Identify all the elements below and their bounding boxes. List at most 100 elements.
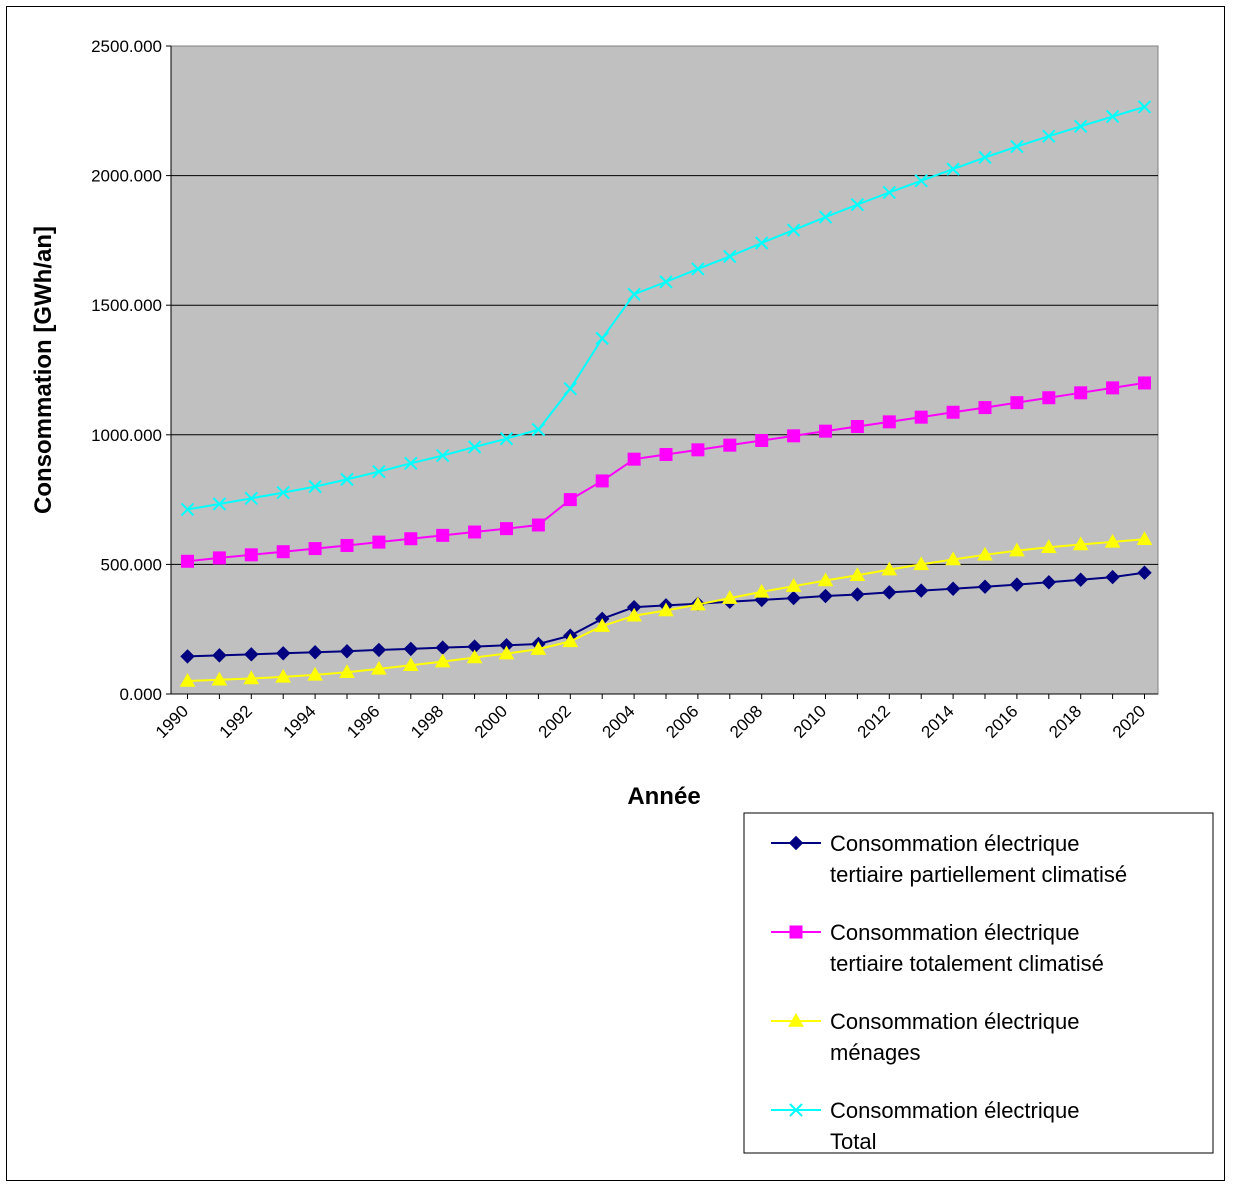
series-4 (180, 100, 1152, 517)
legend-marker (788, 1012, 804, 1027)
legend-entry: Consommation électrique tertiaire totalem… (771, 920, 1104, 976)
data-point (244, 647, 259, 662)
data-point (659, 275, 673, 289)
data-point (307, 666, 323, 681)
data-point (1040, 539, 1057, 554)
x-axis-title: Année (627, 783, 700, 810)
data-point (690, 596, 706, 611)
legend-label: Consommation électrique (830, 920, 1079, 945)
data-point (468, 525, 482, 539)
data-point (1074, 386, 1088, 400)
series-layer (179, 100, 1153, 687)
data-point (913, 583, 929, 598)
data-point (466, 649, 483, 664)
data-point (723, 438, 737, 452)
legend-entry: Consommation électrique tertiaire partiel… (771, 831, 1127, 887)
x-tick-label: 1998 (407, 702, 447, 742)
data-point (1009, 577, 1025, 592)
data-point (1073, 572, 1088, 587)
data-point (530, 641, 547, 655)
data-point (659, 447, 673, 461)
data-point (531, 422, 546, 437)
data-point (243, 670, 260, 685)
data-point (721, 590, 738, 604)
line-chart: 0.000 500.000 1000.000 1500.000 2000.000 2500… (30, 37, 1214, 1154)
data-point (531, 518, 545, 532)
data-point (818, 588, 833, 604)
x-tick-label: 2006 (662, 702, 702, 742)
legend-label: Total (830, 1129, 876, 1154)
data-point (372, 535, 386, 549)
data-point (244, 491, 259, 506)
x-tick-label: 1994 (280, 702, 320, 742)
plot-area (170, 45, 1159, 695)
x-tick-label: 2008 (726, 702, 766, 742)
data-point (212, 648, 227, 663)
data-point (914, 174, 928, 188)
y-tick-label: 1500.000 (91, 296, 162, 315)
data-point (786, 223, 801, 237)
data-point (818, 210, 833, 224)
data-point (340, 472, 354, 487)
data-point (977, 546, 993, 561)
data-point (978, 401, 992, 415)
data-point (977, 579, 993, 594)
legend-label: ménages (830, 1040, 921, 1065)
data-point (1138, 376, 1151, 390)
series-3 (179, 531, 1153, 687)
data-point (1041, 575, 1057, 590)
data-point (244, 548, 258, 562)
data-point (563, 493, 577, 507)
data-point (1104, 533, 1121, 548)
data-point (626, 607, 642, 622)
data-point (850, 197, 865, 212)
data-point (785, 578, 802, 592)
data-point (1137, 100, 1152, 114)
data-point (691, 262, 705, 276)
data-point (754, 236, 769, 250)
data-point (1072, 536, 1089, 551)
x-tick-label: 2000 (471, 702, 511, 742)
data-point (1042, 129, 1056, 143)
data-point (1009, 542, 1025, 557)
data-point (181, 554, 194, 568)
x-axis: 1990 1992 1994 1996 1998 2000 2002 2004 2006 2008… (152, 693, 1158, 742)
data-point (913, 556, 930, 571)
data-point (595, 474, 609, 488)
data-point (563, 381, 578, 396)
x-tick-label: 1996 (343, 702, 383, 742)
data-point (1010, 139, 1024, 154)
series-2 (181, 376, 1151, 568)
data-point (817, 572, 834, 587)
y-tick-label: 0.000 (119, 685, 162, 704)
data-point (627, 287, 641, 302)
data-point (882, 185, 897, 200)
data-point (339, 644, 355, 659)
y-tick-label: 2500.000 (91, 37, 162, 56)
data-point (849, 567, 866, 582)
x-tick-label: 2002 (535, 702, 575, 742)
legend: Consommation électrique tertiaire partiel… (743, 812, 1214, 1154)
data-point (340, 538, 354, 552)
data-point (978, 150, 992, 165)
data-point (946, 162, 960, 176)
data-point (595, 331, 609, 346)
data-point (402, 657, 419, 671)
legend-label: Consommation électrique (830, 831, 1079, 856)
data-point (1073, 119, 1088, 134)
data-point (627, 452, 641, 466)
legend-marker (789, 1103, 803, 1117)
legend-label: tertiaire partiellement climatisé (830, 862, 1127, 887)
data-point (562, 633, 579, 648)
data-point (691, 443, 705, 457)
data-point (914, 410, 928, 424)
data-point (946, 405, 960, 419)
data-point (1136, 531, 1153, 546)
data-point (275, 646, 291, 661)
data-point (723, 249, 737, 264)
data-point (819, 424, 832, 438)
x-tick-label: 2016 (981, 702, 1021, 742)
data-point (945, 581, 961, 596)
data-point (594, 618, 611, 632)
data-point (180, 502, 195, 517)
